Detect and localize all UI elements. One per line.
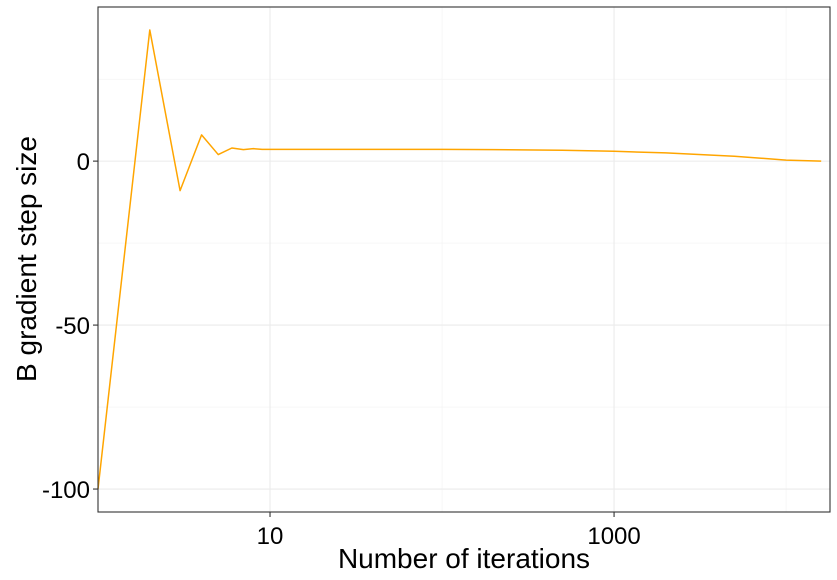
series-line-0	[97, 29, 822, 490]
minor-gridlines	[97, 7, 830, 512]
x-tick-label: 10	[257, 523, 284, 550]
axis-ticks: 10 1000 -100 -50 0	[42, 149, 641, 550]
plot-panel-border	[97, 6, 831, 513]
major-gridlines	[98, 7, 830, 512]
series-layer	[97, 29, 822, 490]
y-tick-label: -100	[42, 477, 90, 504]
y-tick-label: 0	[77, 149, 90, 176]
x-tick-label: 1000	[587, 523, 640, 550]
y-tick-label: -50	[55, 313, 90, 340]
y-axis-title: B gradient step size	[11, 136, 42, 382]
x-axis-title: Number of iterations	[338, 543, 590, 574]
